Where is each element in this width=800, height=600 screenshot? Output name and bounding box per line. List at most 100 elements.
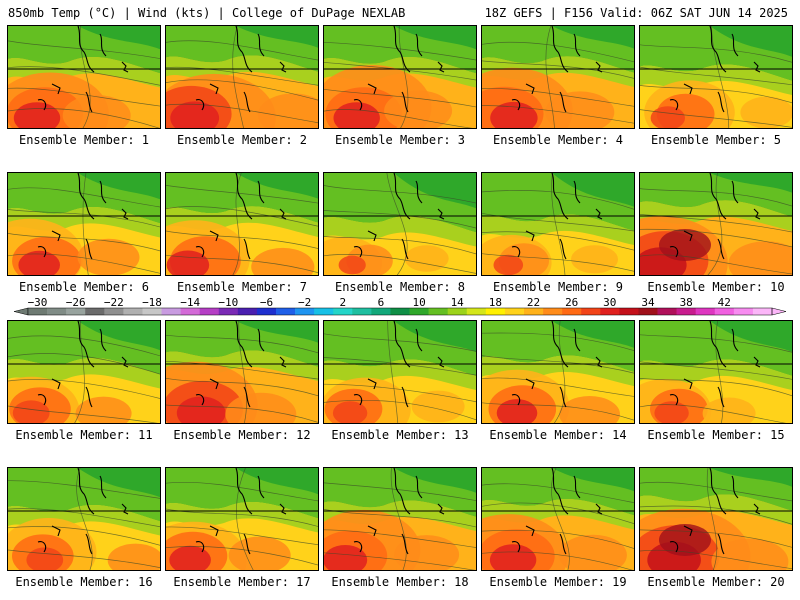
ensemble-member-label: Ensemble Member: 17 <box>173 575 311 589</box>
temperature-field-map <box>8 26 160 128</box>
ensemble-map-panel <box>323 320 477 424</box>
colorbar-segment <box>447 308 468 315</box>
colorbar-segment <box>619 308 639 315</box>
temperature-field-map <box>324 321 476 423</box>
ensemble-map-panel <box>481 172 635 276</box>
colorbar-tick-label: 22 <box>526 296 541 309</box>
ensemble-member-label: Ensemble Member: 11 <box>15 428 153 442</box>
colorbar-tick-label: 6 <box>377 296 385 309</box>
colorbar-segment <box>371 308 391 315</box>
ensemble-map-panel <box>639 467 793 571</box>
ensemble-member-label: Ensemble Member: 19 <box>489 575 627 589</box>
colorbar-segment <box>333 308 353 315</box>
temperature-colorbar <box>13 307 787 316</box>
colorbar-segment <box>504 308 525 315</box>
ensemble-member-label: Ensemble Member: 4 <box>492 133 624 147</box>
ensemble-member-label: Ensemble Member: 18 <box>331 575 469 589</box>
colorbar-segment <box>485 308 506 315</box>
colorbar-segment <box>581 308 601 315</box>
colorbar-segment <box>466 308 487 315</box>
colorbar-segment <box>428 308 448 315</box>
temperature-field-map <box>324 173 476 275</box>
temperature-field-map <box>482 173 634 275</box>
colorbar-segment <box>104 308 124 315</box>
colorbar-tick-label: −2 <box>297 296 312 309</box>
colorbar-tick-label: 26 <box>565 296 579 309</box>
colorbar-segment <box>142 308 162 315</box>
colorbar-tick-label: 14 <box>450 296 464 309</box>
ensemble-member-label: Ensemble Member: 20 <box>647 575 785 589</box>
colorbar-segment <box>314 308 334 315</box>
temperature-field-map <box>166 173 318 275</box>
colorbar-segment <box>256 308 277 315</box>
colorbar-tick-label: 18 <box>488 296 503 309</box>
temperature-field-map <box>482 468 634 570</box>
ensemble-member-label: Ensemble Member: 9 <box>492 280 624 294</box>
colorbar-segment <box>47 308 67 315</box>
colorbar-segment <box>733 308 754 315</box>
temperature-field-map <box>482 26 634 128</box>
ensemble-map-panel <box>323 467 477 571</box>
ensemble-member-label: Ensemble Member: 1 <box>18 133 150 147</box>
ensemble-map-panel <box>7 467 161 571</box>
colorbar-segment <box>123 308 143 315</box>
colorbar-tick-label: −26 <box>65 296 86 309</box>
colorbar-segment <box>657 308 677 315</box>
ensemble-member-label: Ensemble Member: 6 <box>18 280 150 294</box>
colorbar-segment <box>218 308 239 315</box>
temperature-field-map <box>324 26 476 128</box>
ensemble-member-label: Ensemble Member: 2 <box>176 133 308 147</box>
colorbar-segment <box>352 308 372 315</box>
colorbar-segment <box>714 308 735 315</box>
ensemble-map-panel <box>481 320 635 424</box>
ensemble-member-label: Ensemble Member: 14 <box>489 428 627 442</box>
temperature-field-map <box>482 321 634 423</box>
colorbar-segment <box>390 308 410 315</box>
colorbar-segment <box>237 308 258 315</box>
ensemble-map-panel <box>7 25 161 129</box>
colorbar-segment <box>752 308 773 315</box>
ensemble-map-panel <box>639 320 793 424</box>
colorbar-segment <box>295 308 315 315</box>
ensemble-map-panel <box>165 172 319 276</box>
colorbar-tick-label: 10 <box>412 296 426 309</box>
colorbar-right-arrow <box>771 307 787 316</box>
colorbar-left-arrow <box>13 307 29 316</box>
ensemble-map-panel <box>639 25 793 129</box>
header-title-left: 850mb Temp (°C) | Wind (kts) | College o… <box>8 6 406 20</box>
colorbar-tick-label: −22 <box>103 296 124 309</box>
ensemble-member-label: Ensemble Member: 10 <box>647 280 785 294</box>
ensemble-map-panel <box>323 25 477 129</box>
temperature-field-map <box>640 468 792 570</box>
ensemble-map-panel <box>7 320 161 424</box>
ensemble-member-label: Ensemble Member: 13 <box>331 428 469 442</box>
colorbar-tick-label: −18 <box>142 296 162 309</box>
header-title-right: 18Z GEFS | F156 Valid: 06Z SAT JUN 14 20… <box>484 6 788 20</box>
temperature-field-map <box>640 173 792 275</box>
ensemble-map-panel <box>481 25 635 129</box>
ensemble-map-panel <box>7 172 161 276</box>
temperature-field-map <box>8 173 160 275</box>
temperature-field-map <box>166 26 318 128</box>
colorbar-segment <box>409 308 429 315</box>
ensemble-map-panel <box>165 467 319 571</box>
colorbar-segment <box>676 308 696 315</box>
colorbar-tick-label: 2 <box>339 296 347 309</box>
ensemble-member-label: Ensemble Member: 3 <box>334 133 466 147</box>
colorbar-segment <box>199 308 220 315</box>
temperature-field-map <box>324 468 476 570</box>
colorbar-segment <box>28 308 48 315</box>
ensemble-map-panel <box>323 172 477 276</box>
colorbar-segment <box>562 308 582 315</box>
ensemble-map-panel <box>481 467 635 571</box>
colorbar-tick-label: −6 <box>259 296 274 309</box>
colorbar-tick-label: 30 <box>603 296 617 309</box>
ensemble-member-label: Ensemble Member: 15 <box>647 428 785 442</box>
colorbar-tick-label: −14 <box>180 296 201 309</box>
colorbar-tick-label: −30 <box>27 296 48 309</box>
colorbar-segment <box>161 308 181 315</box>
ensemble-map-panel <box>165 25 319 129</box>
colorbar-segment <box>543 308 563 315</box>
colorbar-segment <box>695 308 716 315</box>
ensemble-member-label: Ensemble Member: 7 <box>176 280 308 294</box>
